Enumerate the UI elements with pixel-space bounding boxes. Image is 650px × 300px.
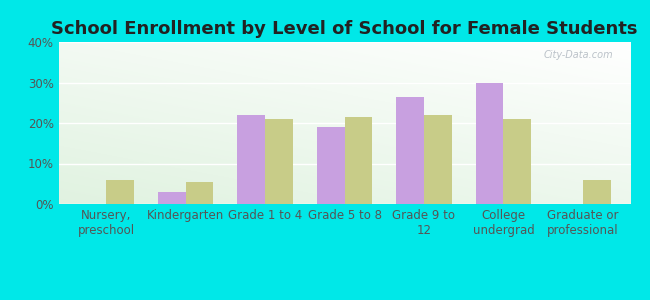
Bar bbox=[158, 192, 186, 204]
Bar bbox=[265, 119, 293, 204]
Bar bbox=[317, 127, 345, 204]
Bar bbox=[583, 180, 610, 204]
Bar bbox=[476, 82, 503, 204]
Bar bbox=[186, 182, 213, 204]
Bar bbox=[503, 119, 531, 204]
Title: School Enrollment by Level of School for Female Students: School Enrollment by Level of School for… bbox=[51, 20, 638, 38]
Bar bbox=[106, 180, 134, 204]
Bar bbox=[424, 115, 452, 204]
Bar bbox=[344, 117, 372, 204]
Text: City-Data.com: City-Data.com bbox=[543, 50, 614, 60]
Bar bbox=[237, 115, 265, 204]
Bar bbox=[396, 97, 424, 204]
